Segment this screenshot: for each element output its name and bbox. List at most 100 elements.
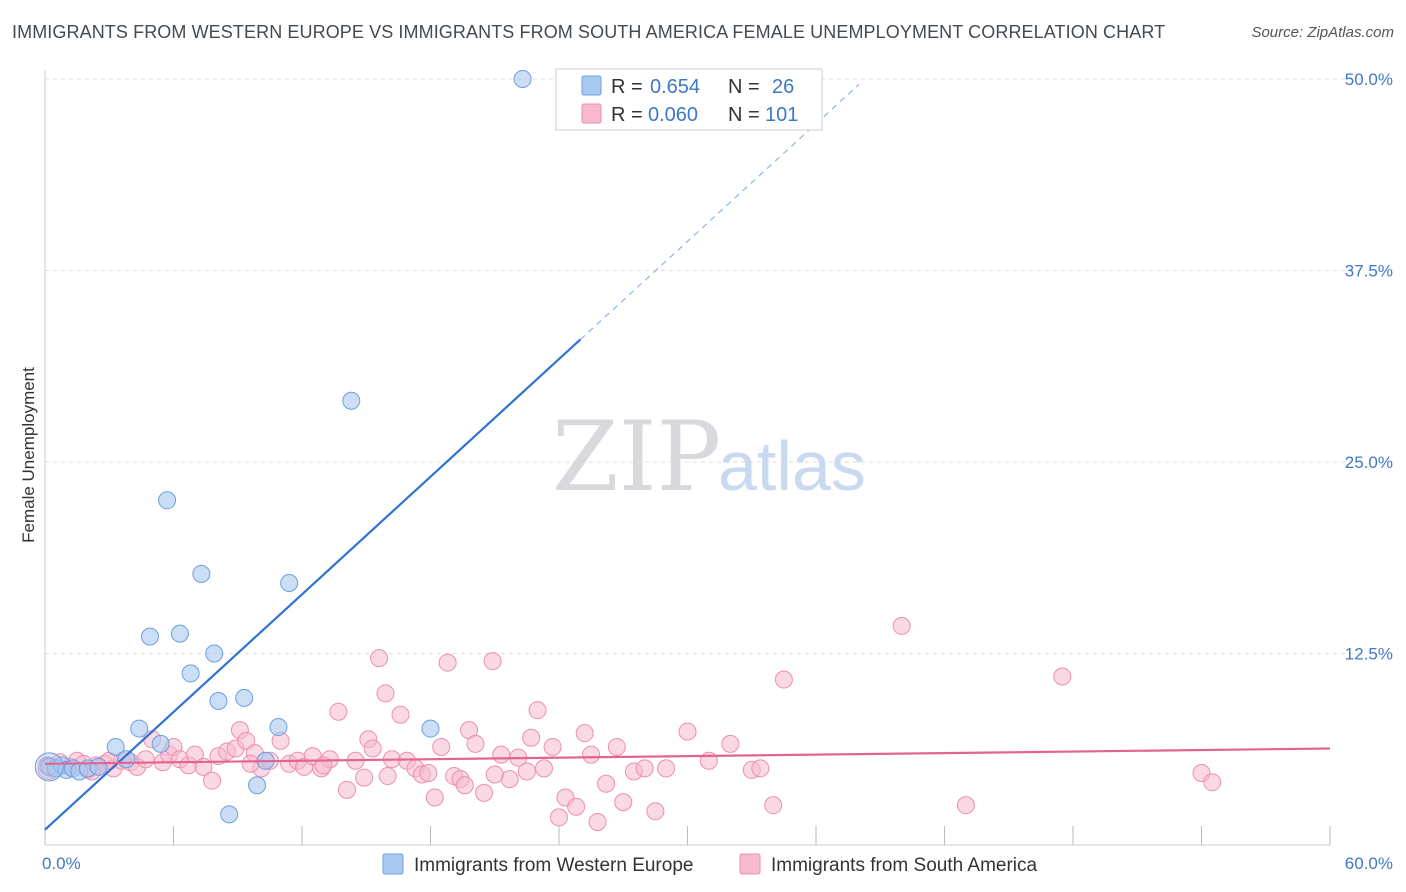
trend-line-south-america bbox=[44, 747, 1331, 765]
data-point-south-america bbox=[588, 813, 607, 832]
data-point-south-america bbox=[241, 754, 260, 773]
data-point-south-america bbox=[455, 776, 474, 795]
data-point-western-europe bbox=[151, 734, 170, 753]
data-point-south-america bbox=[646, 802, 665, 821]
legend-r-value-1: 0.654 bbox=[650, 76, 700, 98]
data-point-south-america bbox=[528, 701, 547, 720]
data-point-south-america bbox=[391, 705, 410, 724]
data-point-south-america bbox=[535, 759, 554, 778]
watermark-zip: ZIP bbox=[552, 401, 721, 513]
data-point-south-america bbox=[1053, 667, 1072, 686]
watermark-atlas: atlas bbox=[718, 427, 866, 505]
y-tick-label: 25.0% bbox=[1345, 453, 1393, 472]
source-label: Source: ZipAtlas.com bbox=[1251, 24, 1394, 41]
data-point-western-europe bbox=[192, 564, 211, 583]
data-point-south-america bbox=[721, 734, 740, 753]
data-point-south-america bbox=[774, 670, 793, 689]
data-point-south-america bbox=[550, 808, 568, 827]
data-point-south-america bbox=[466, 734, 485, 753]
data-point-western-europe bbox=[209, 691, 228, 710]
data-point-western-europe bbox=[205, 644, 224, 663]
data-point-south-america bbox=[892, 616, 911, 635]
data-point-south-america bbox=[419, 763, 438, 782]
data-point-south-america bbox=[635, 759, 654, 778]
data-point-western-europe bbox=[158, 491, 177, 510]
data-point-western-europe bbox=[235, 688, 254, 707]
chart-title: IMMIGRANTS FROM WESTERN EUROPE VS IMMIGR… bbox=[12, 22, 1166, 42]
data-point-south-america bbox=[582, 745, 601, 764]
data-point-south-america bbox=[764, 796, 783, 815]
data-point-south-america bbox=[597, 774, 616, 793]
data-point-western-europe bbox=[342, 391, 361, 410]
data-point-south-america bbox=[500, 770, 519, 789]
data-point-south-america bbox=[378, 767, 397, 786]
legend-r-label-2: R = bbox=[611, 104, 643, 126]
data-point-western-europe-cluster bbox=[34, 752, 64, 782]
grid-lines bbox=[45, 78, 1365, 654]
data-point-western-europe bbox=[89, 757, 108, 776]
data-point-south-america bbox=[370, 649, 389, 668]
bottom-legend-swatch-south-america bbox=[739, 853, 761, 875]
y-axis-label: Female Unemployment bbox=[19, 367, 38, 543]
data-point-south-america bbox=[575, 724, 594, 743]
data-point-south-america bbox=[483, 652, 502, 671]
data-point-south-america bbox=[678, 722, 697, 741]
data-point-south-america bbox=[432, 737, 451, 756]
data-point-western-europe bbox=[269, 718, 288, 737]
data-point-western-europe bbox=[170, 624, 189, 643]
data-point-western-europe bbox=[130, 719, 149, 738]
data-point-western-europe bbox=[280, 574, 299, 593]
data-point-western-europe bbox=[421, 719, 440, 738]
data-point-south-america bbox=[136, 750, 155, 769]
bottom-legend-swatch-western-europe bbox=[382, 853, 404, 875]
legend-swatch-south-america bbox=[581, 103, 602, 124]
data-point-western-europe bbox=[140, 627, 159, 646]
data-point-south-america bbox=[657, 759, 676, 778]
data-point-south-america bbox=[517, 762, 536, 781]
axes: 12.5% 25.0% 37.5% 50.0% 0.0% 60.0% bbox=[42, 70, 1393, 873]
watermark: ZIP atlas bbox=[552, 401, 866, 513]
legend-r-value-2: 0.060 bbox=[648, 104, 698, 126]
x-tick-label-min: 0.0% bbox=[42, 854, 81, 873]
data-point-south-america bbox=[237, 731, 256, 750]
data-point-western-europe bbox=[106, 737, 125, 756]
legend-n-value-2: 101 bbox=[765, 104, 798, 126]
data-point-south-america bbox=[425, 788, 444, 807]
data-point-south-america bbox=[1203, 773, 1222, 792]
data-point-south-america bbox=[363, 739, 382, 758]
data-point-western-europe bbox=[513, 70, 532, 88]
y-tick-label: 12.5% bbox=[1345, 645, 1393, 664]
trend-line-western-europe bbox=[44, 338, 582, 831]
data-point-western-europe bbox=[248, 776, 267, 795]
series-western-europe-points bbox=[34, 70, 532, 824]
y-tick-label: 50.0% bbox=[1345, 70, 1393, 89]
data-point-south-america bbox=[337, 780, 356, 799]
series-legend: Immigrants from Western Europe Immigrant… bbox=[382, 853, 1038, 876]
bottom-legend-label-western-europe: Immigrants from Western Europe bbox=[414, 855, 693, 876]
legend-r-label-1: R = bbox=[611, 76, 643, 98]
data-point-south-america bbox=[203, 771, 222, 790]
data-point-south-america bbox=[492, 745, 511, 764]
data-point-western-europe bbox=[220, 805, 239, 824]
bottom-legend-label-south-america: Immigrants from South America bbox=[771, 855, 1038, 876]
data-point-south-america bbox=[956, 796, 975, 815]
data-point-south-america bbox=[438, 653, 457, 672]
data-point-south-america bbox=[475, 783, 494, 802]
data-point-south-america bbox=[607, 737, 626, 756]
data-point-south-america bbox=[751, 759, 770, 778]
data-point-south-america bbox=[522, 728, 541, 747]
correlation-legend: R = 0.654 N = 26 R = 0.060 N = 101 bbox=[555, 68, 823, 131]
data-point-south-america bbox=[485, 765, 504, 784]
legend-swatch-western-europe bbox=[581, 75, 602, 96]
trend-lines bbox=[44, 84, 1331, 831]
trend-line-western-europe-extension bbox=[580, 84, 860, 340]
data-point-western-europe bbox=[181, 664, 200, 683]
legend-n-label-2: N = bbox=[728, 104, 760, 126]
legend-n-value-1: 26 bbox=[772, 76, 794, 98]
legend-n-label-1: N = bbox=[728, 76, 760, 98]
data-point-south-america bbox=[355, 768, 374, 787]
y-tick-label: 37.5% bbox=[1345, 262, 1393, 281]
x-tick-label-max: 60.0% bbox=[1345, 854, 1393, 873]
data-point-south-america bbox=[567, 797, 586, 816]
